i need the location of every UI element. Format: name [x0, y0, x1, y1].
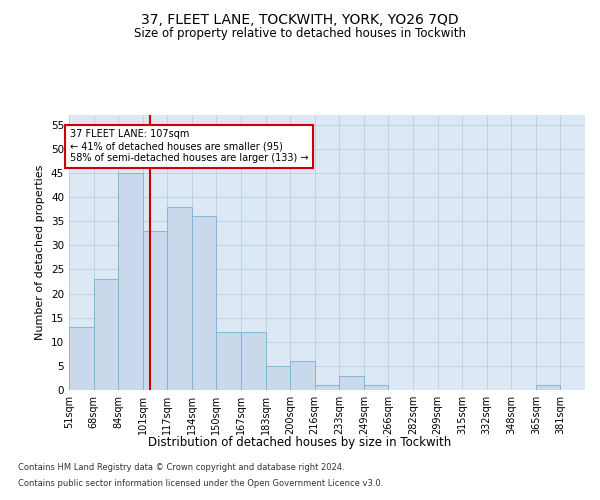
Bar — [143, 231, 167, 390]
Bar — [69, 328, 94, 390]
Bar — [315, 385, 339, 390]
Y-axis label: Number of detached properties: Number of detached properties — [35, 165, 46, 340]
Text: 37 FLEET LANE: 107sqm
← 41% of detached houses are smaller (95)
58% of semi-deta: 37 FLEET LANE: 107sqm ← 41% of detached … — [70, 130, 308, 162]
Bar — [536, 385, 560, 390]
Text: Contains HM Land Registry data © Crown copyright and database right 2024.: Contains HM Land Registry data © Crown c… — [18, 464, 344, 472]
Bar — [339, 376, 364, 390]
Bar — [118, 173, 143, 390]
Text: Distribution of detached houses by size in Tockwith: Distribution of detached houses by size … — [148, 436, 452, 449]
Bar — [364, 385, 388, 390]
Bar — [192, 216, 217, 390]
Bar — [266, 366, 290, 390]
Text: Size of property relative to detached houses in Tockwith: Size of property relative to detached ho… — [134, 28, 466, 40]
Bar — [241, 332, 266, 390]
Bar — [290, 361, 315, 390]
Bar — [167, 206, 192, 390]
Text: Contains public sector information licensed under the Open Government Licence v3: Contains public sector information licen… — [18, 478, 383, 488]
Bar — [217, 332, 241, 390]
Text: 37, FLEET LANE, TOCKWITH, YORK, YO26 7QD: 37, FLEET LANE, TOCKWITH, YORK, YO26 7QD — [141, 12, 459, 26]
Bar — [94, 279, 118, 390]
